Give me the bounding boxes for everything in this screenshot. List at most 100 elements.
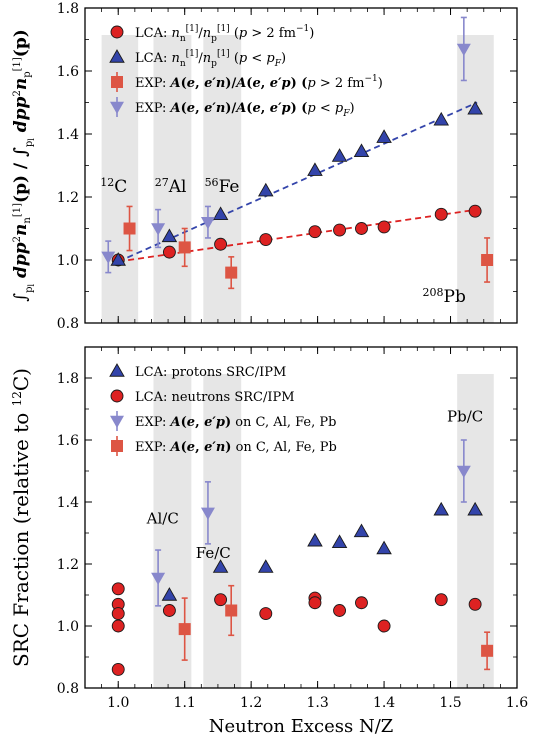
y-tick-label: 0.8 (57, 681, 79, 697)
data-point (377, 619, 391, 633)
y-axis-label: SRC Fraction (relative to 12C) (9, 368, 33, 667)
data-point (214, 237, 228, 251)
y-tick-label: 0.8 (57, 316, 79, 332)
data-point (212, 559, 229, 573)
x-tick-label: 1.4 (373, 695, 395, 711)
fit-line (117, 101, 478, 263)
data-point (307, 532, 323, 547)
y-tick-label: 1.6 (57, 64, 79, 80)
bottom-panel: 0.8 1.0 1.2 1.4 1.6 1.8 1.0 1.1 1.2 1.3 1.4 1.5 1.6 S… (9, 346, 528, 737)
legend-marker (109, 49, 125, 63)
data-point (178, 623, 191, 636)
shaded-band (457, 35, 494, 323)
y-tick-label: 1.8 (57, 371, 79, 387)
y-axis-label: ∫pl dpp2nn[1](p) / ∫pl dpp2np[1](p) (11, 29, 36, 302)
legend-marker (110, 25, 124, 39)
data-point (212, 206, 229, 221)
data-point (111, 607, 125, 621)
data-point (376, 129, 392, 143)
y-tick-label: 1.0 (57, 253, 79, 269)
legend-label: LCA: nn[1]/np[1] (p < pF) (135, 49, 286, 69)
y-tick-label: 1.4 (57, 127, 79, 143)
fit-line (118, 208, 478, 263)
data-point (257, 182, 274, 197)
data-point (110, 252, 127, 266)
data-point (433, 501, 450, 516)
data-point (161, 587, 178, 601)
data-point (433, 111, 450, 126)
band-label: 27Al (155, 176, 187, 197)
band-label: 56Fe (205, 176, 240, 197)
data-point (225, 266, 238, 279)
data-point (200, 507, 215, 520)
data-point (353, 143, 370, 158)
data-point (225, 604, 238, 617)
y-tick-label: 1.8 (57, 1, 79, 17)
x-tick-label: 1.2 (240, 695, 262, 711)
band-label: 208Pb (423, 286, 466, 307)
data-point (467, 100, 483, 115)
top-panel: 0.8 1.0 1.2 1.4 1.6 1.8 ∫pl dpp2nn[1](p) / ∫pl… (11, 1, 518, 332)
band-label: 12C (100, 176, 127, 197)
data-point (111, 619, 125, 633)
data-point (434, 207, 448, 221)
data-point (376, 540, 392, 555)
legend-label: LCA: nn[1]/np[1] (p > 2 fm−1) (135, 24, 314, 44)
legend-marker (110, 415, 124, 428)
y-tick-label: 1.6 (57, 433, 79, 449)
data-point (355, 222, 368, 235)
data-point (333, 223, 346, 237)
legend-marker (111, 440, 123, 452)
data-point (355, 596, 368, 610)
data-point (123, 222, 136, 235)
band-label: Fe/C (196, 544, 231, 562)
x-tick-label: 1.1 (174, 695, 196, 711)
legend-marker (109, 363, 125, 377)
data-point (307, 162, 323, 176)
data-point (468, 597, 482, 611)
x-tick-label: 1.6 (506, 695, 528, 711)
data-point (151, 572, 166, 585)
data-point (331, 534, 348, 548)
legend-label: EXP: A(e, e′n)/A(e, e′p) (p > 2 fm−1) (135, 74, 383, 91)
legend-marker (110, 389, 124, 403)
data-point (377, 220, 391, 234)
shaded-band (203, 374, 242, 688)
y-tick-label: 1.0 (57, 619, 79, 635)
legend-label: LCA: protons SRC/IPM (135, 365, 286, 380)
data-point (257, 559, 274, 573)
band-label: Al/C (146, 510, 179, 528)
data-point (162, 604, 176, 617)
data-point (111, 662, 125, 676)
data-point (308, 225, 322, 239)
data-point (308, 596, 322, 610)
legend-label: EXP: A(e, e′n) on C, Al, Fe, Pb (135, 440, 337, 455)
data-point (200, 216, 215, 230)
legend-label: EXP: A(e, e′n)/A(e, e′p) (p < pF) (135, 101, 355, 119)
data-point (151, 223, 166, 236)
data-point (214, 593, 228, 607)
data-point (333, 604, 346, 617)
x-tick-label: 1.3 (306, 695, 328, 711)
data-point (456, 465, 471, 478)
legend-label: EXP: A(e, e′p) on C, Al, Fe, Pb (135, 415, 336, 430)
y-tick-label: 1.2 (57, 557, 79, 573)
data-point (162, 245, 176, 259)
data-point (481, 254, 494, 266)
legend-marker (110, 101, 124, 114)
data-point (353, 523, 370, 538)
band-label: Pb/C (447, 407, 483, 425)
data-point (456, 43, 471, 56)
data-point (161, 228, 178, 243)
data-point (434, 593, 448, 607)
y-tick-label: 1.4 (57, 495, 79, 511)
x-tick-label: 1.0 (107, 695, 129, 711)
legend-marker (111, 76, 123, 88)
x-tick-label: 1.5 (439, 695, 461, 711)
data-point (101, 251, 116, 264)
data-point (467, 501, 483, 516)
data-point (481, 644, 494, 657)
shaded-band (153, 35, 192, 323)
data-point (331, 148, 348, 162)
